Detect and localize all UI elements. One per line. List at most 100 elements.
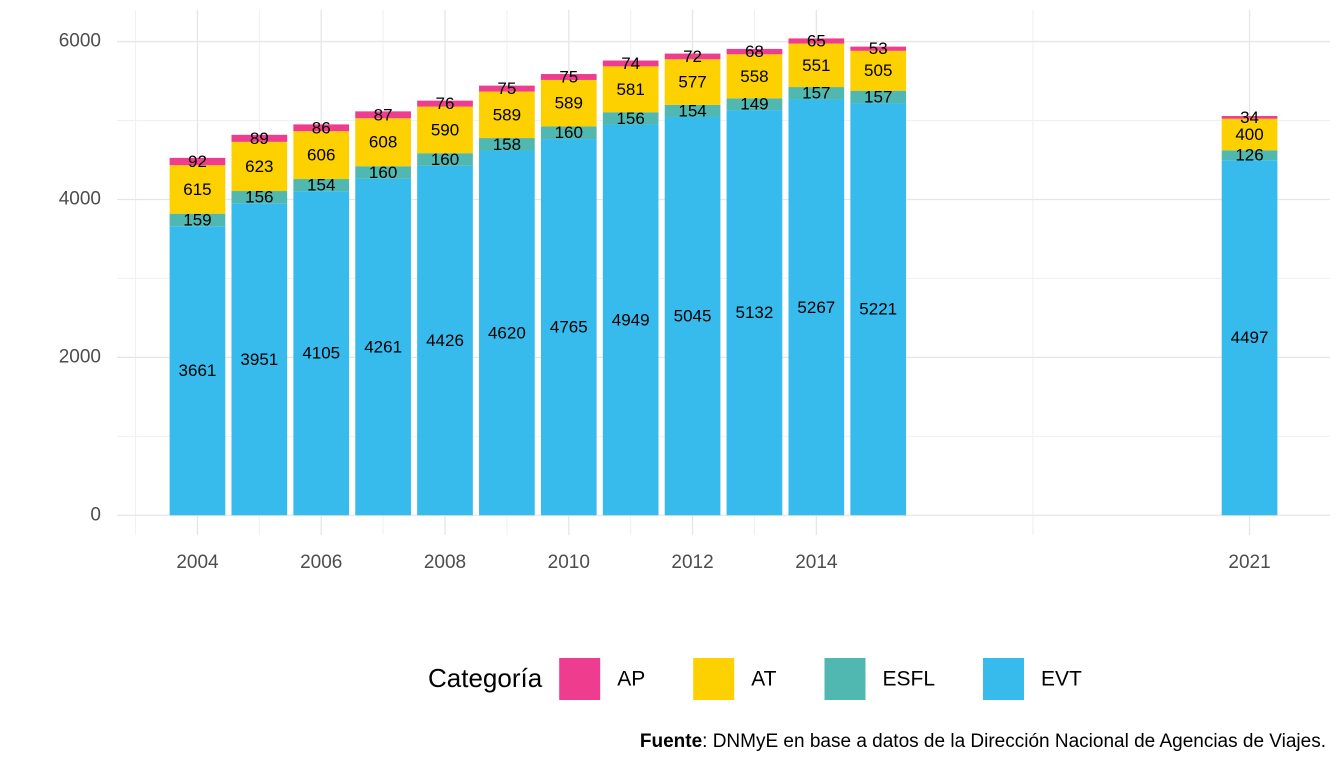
value-label: 149: [740, 95, 768, 114]
value-label: 65: [807, 31, 826, 50]
bar-segment: [664, 53, 721, 60]
bar-segment: [479, 150, 535, 516]
bar-segment: [664, 104, 721, 117]
value-label: 608: [369, 133, 397, 152]
value-label: 589: [493, 105, 521, 124]
value-label: 160: [369, 163, 397, 182]
bar-segment: [231, 134, 288, 142]
bar-segment: [479, 91, 535, 139]
bar-segment: [788, 43, 845, 88]
x-tick-label: 2006: [300, 552, 342, 573]
bar-segment: [850, 46, 907, 51]
bar-segment: [540, 74, 597, 80]
value-label: 154: [307, 176, 335, 195]
value-label: 157: [864, 87, 892, 106]
legend-swatch: [693, 658, 735, 700]
value-label: 5045: [674, 307, 712, 326]
value-label: 4765: [550, 318, 588, 337]
caption: Fuente: DNMyE en base a datos de la Dire…: [640, 731, 1326, 752]
value-label: 68: [745, 42, 764, 61]
bar-segment: [1221, 118, 1278, 151]
value-label: 551: [802, 56, 830, 75]
value-label: 159: [183, 210, 211, 229]
value-label: 74: [621, 54, 640, 73]
legend-title: Categoría: [428, 663, 543, 693]
value-label: 76: [436, 94, 455, 113]
bar-segment: [602, 112, 659, 125]
value-label: 157: [802, 84, 830, 103]
x-tick-label: 2008: [424, 552, 466, 573]
caption-label: Fuente: [640, 731, 702, 752]
y-tick-label: 6000: [59, 31, 101, 52]
bar-segment: [231, 141, 288, 192]
bar-segment: [169, 165, 226, 214]
value-label: 577: [678, 73, 706, 92]
value-label: 87: [374, 105, 393, 124]
bar-segment: [231, 203, 288, 516]
value-label: 156: [616, 109, 644, 128]
value-label: 3661: [179, 361, 217, 380]
value-label: 4949: [612, 310, 650, 329]
value-label: 160: [555, 123, 583, 142]
bar-segment: [417, 153, 473, 166]
bar-segment: [788, 87, 845, 100]
bar-segment: [602, 60, 659, 67]
legend-swatch: [559, 658, 601, 700]
bar-segment: [850, 50, 907, 91]
legend-swatch: [824, 658, 866, 700]
value-label: 3951: [240, 350, 278, 369]
labels: 3661 159 615 92 3951 156 623 89 4105 154 606 86 4261…: [179, 31, 1269, 380]
value-label: 558: [740, 67, 768, 86]
bar-segment: [169, 226, 226, 516]
bar-segment: [850, 90, 907, 104]
value-label: 623: [245, 157, 273, 176]
legend-swatch: [983, 658, 1025, 700]
value-label: 72: [683, 47, 702, 66]
bar-segment: [602, 124, 659, 516]
bar-segment: [293, 124, 350, 132]
bar-segment: [293, 191, 350, 516]
legend-label: AP: [617, 668, 645, 691]
bar-segment: [664, 116, 721, 516]
bar-segment: [1221, 150, 1278, 161]
bar-segment: [417, 165, 473, 516]
caption-text: : DNMyE en base a datos de la Dirección …: [702, 731, 1326, 752]
x-tick-label: 2010: [548, 552, 590, 573]
bar-segment: [1221, 116, 1278, 119]
value-label: 4620: [488, 323, 526, 342]
bar-segment: [788, 99, 845, 516]
value-label: 5132: [736, 303, 774, 322]
value-label: 581: [616, 80, 644, 99]
bar-segment: [479, 138, 535, 151]
bar-segment: [417, 106, 473, 154]
value-label: 615: [183, 180, 211, 199]
bar-segment: [293, 179, 350, 192]
bar-segment: [540, 126, 597, 140]
value-label: 5267: [797, 298, 835, 317]
legend-label: ESFL: [882, 668, 935, 691]
bars: [169, 38, 1278, 516]
value-label: 4426: [426, 331, 464, 350]
bar-segment: [664, 59, 721, 105]
y-tick-label: 0: [90, 504, 101, 525]
bar-segment: [726, 98, 783, 111]
value-label: 606: [307, 146, 335, 165]
bar-segment: [231, 191, 288, 204]
x-tick-label: 2004: [176, 552, 219, 573]
value-label: 156: [245, 188, 273, 207]
bar-segment: [726, 48, 783, 55]
legend-label: AT: [751, 668, 776, 691]
value-label: 400: [1235, 125, 1263, 144]
bar-segment: [540, 139, 597, 516]
legend-label: EVT: [1041, 668, 1082, 691]
bar-segment: [355, 166, 411, 179]
bar-segment: [1221, 160, 1278, 516]
bar-segment: [726, 54, 783, 99]
value-label: 34: [1240, 108, 1259, 127]
value-label: 590: [431, 120, 459, 139]
bar-segment: [850, 103, 907, 516]
value-label: 86: [312, 118, 331, 137]
value-label: 154: [678, 101, 706, 120]
value-label: 5221: [859, 300, 897, 319]
